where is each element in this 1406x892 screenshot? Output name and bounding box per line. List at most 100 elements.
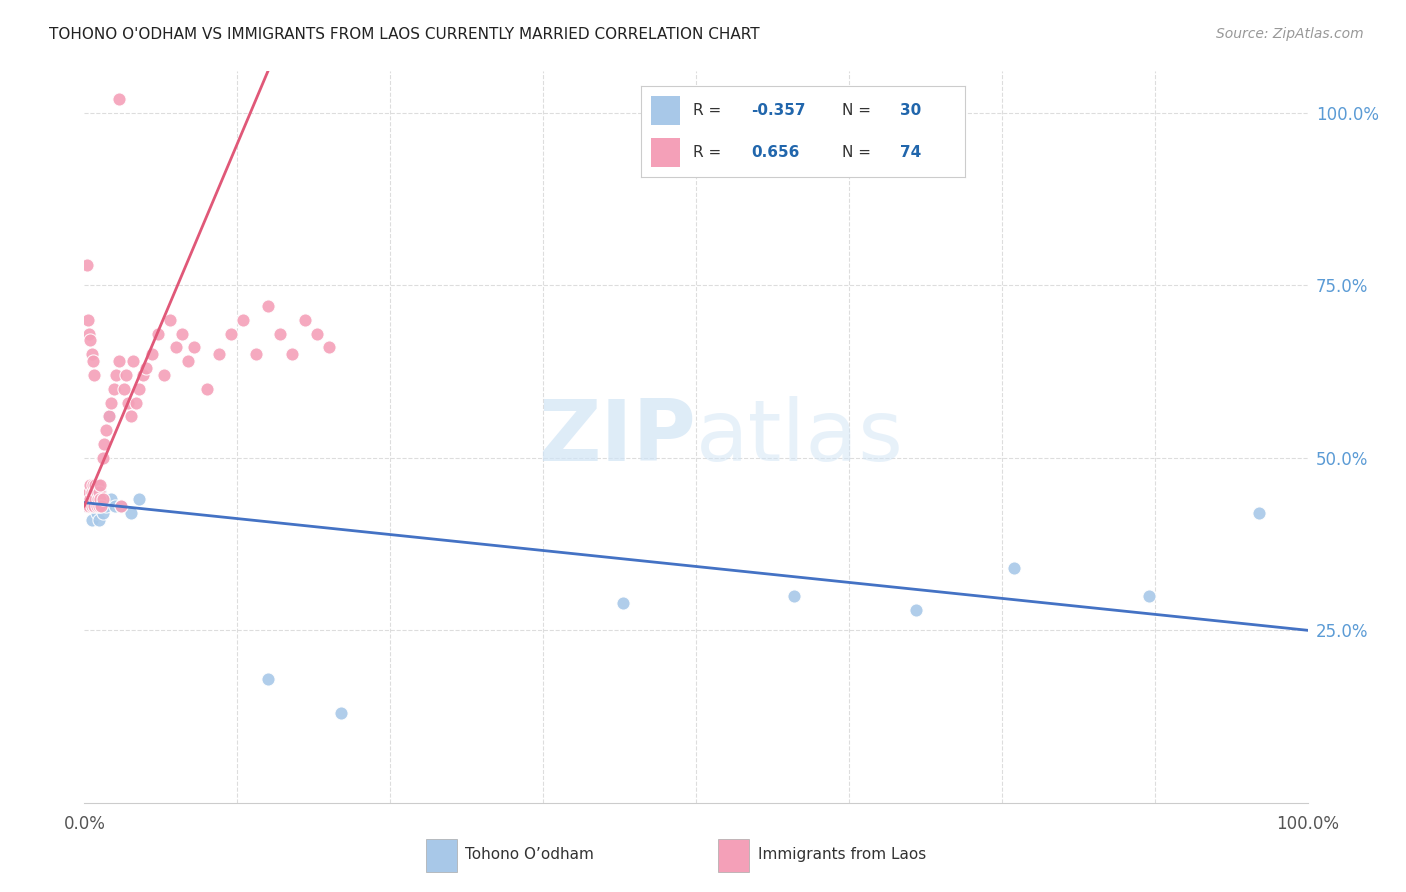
Point bbox=[1002, 561, 1025, 575]
Point bbox=[281, 347, 304, 361]
Point bbox=[82, 478, 104, 492]
Point bbox=[125, 395, 148, 409]
Point bbox=[120, 409, 142, 424]
Point bbox=[90, 499, 112, 513]
Point bbox=[86, 485, 108, 500]
Point bbox=[269, 326, 291, 341]
Point bbox=[87, 513, 110, 527]
Point bbox=[77, 499, 100, 513]
Point bbox=[100, 395, 122, 409]
Point bbox=[153, 368, 176, 382]
Point bbox=[783, 589, 806, 603]
Point bbox=[80, 513, 103, 527]
Point bbox=[87, 492, 110, 507]
Point bbox=[79, 492, 101, 507]
Point bbox=[87, 478, 110, 492]
Point bbox=[612, 596, 634, 610]
Point bbox=[93, 437, 115, 451]
Point bbox=[257, 672, 280, 686]
Point bbox=[86, 499, 108, 513]
Point bbox=[77, 485, 100, 500]
Point bbox=[89, 478, 111, 492]
Point bbox=[318, 340, 340, 354]
Point bbox=[87, 499, 110, 513]
Point bbox=[128, 492, 150, 507]
Point bbox=[82, 354, 104, 368]
Point bbox=[115, 368, 138, 382]
Point bbox=[141, 347, 163, 361]
Text: Source: ZipAtlas.com: Source: ZipAtlas.com bbox=[1216, 27, 1364, 41]
Point bbox=[87, 485, 110, 500]
Point bbox=[84, 492, 107, 507]
Point bbox=[104, 499, 127, 513]
Point bbox=[96, 423, 118, 437]
Point bbox=[76, 258, 98, 272]
Point bbox=[83, 492, 105, 507]
Point bbox=[1137, 589, 1160, 603]
Point bbox=[82, 485, 104, 500]
Point bbox=[172, 326, 194, 341]
Point bbox=[83, 368, 105, 382]
Point bbox=[76, 499, 98, 513]
Point bbox=[89, 485, 111, 500]
Point bbox=[93, 492, 115, 507]
Text: ZIP: ZIP bbox=[538, 395, 696, 479]
Point bbox=[77, 492, 100, 507]
Text: TOHONO O'ODHAM VS IMMIGRANTS FROM LAOS CURRENTLY MARRIED CORRELATION CHART: TOHONO O'ODHAM VS IMMIGRANTS FROM LAOS C… bbox=[49, 27, 759, 42]
Point bbox=[77, 492, 100, 507]
Point bbox=[90, 499, 112, 513]
Point bbox=[183, 340, 205, 354]
Point bbox=[83, 499, 105, 513]
Point bbox=[77, 492, 100, 507]
Point bbox=[294, 312, 316, 326]
Point bbox=[120, 506, 142, 520]
Point bbox=[905, 602, 928, 616]
Point bbox=[159, 312, 181, 326]
Point bbox=[146, 326, 169, 341]
Point bbox=[79, 334, 101, 348]
Point bbox=[330, 706, 353, 720]
Point bbox=[110, 499, 132, 513]
Text: atlas: atlas bbox=[696, 395, 904, 479]
Point bbox=[76, 499, 98, 513]
Point bbox=[257, 299, 280, 313]
Point bbox=[80, 499, 103, 513]
Point bbox=[86, 506, 108, 520]
Point bbox=[79, 478, 101, 492]
Point bbox=[208, 347, 231, 361]
Point bbox=[135, 361, 157, 376]
Point bbox=[89, 492, 111, 507]
Point bbox=[128, 382, 150, 396]
Point bbox=[91, 450, 114, 465]
Point bbox=[100, 492, 122, 507]
Point bbox=[83, 485, 105, 500]
Point bbox=[132, 368, 155, 382]
Point bbox=[91, 506, 114, 520]
Point bbox=[77, 326, 100, 341]
Point bbox=[84, 478, 107, 492]
Point bbox=[84, 499, 107, 513]
Point bbox=[97, 409, 120, 424]
Point bbox=[82, 492, 104, 507]
Point bbox=[122, 354, 145, 368]
Point bbox=[87, 492, 110, 507]
Point bbox=[107, 92, 129, 106]
Point bbox=[195, 382, 218, 396]
Point bbox=[79, 499, 101, 513]
Point bbox=[91, 492, 114, 507]
Point bbox=[80, 485, 103, 500]
Point bbox=[77, 312, 100, 326]
Point bbox=[96, 499, 118, 513]
Point bbox=[232, 312, 254, 326]
Point bbox=[110, 499, 132, 513]
Point bbox=[305, 326, 328, 341]
Point bbox=[245, 347, 267, 361]
Point bbox=[1247, 506, 1270, 520]
Point bbox=[103, 382, 125, 396]
Point bbox=[107, 354, 129, 368]
Point bbox=[97, 409, 120, 424]
Point bbox=[80, 347, 103, 361]
Point bbox=[165, 340, 187, 354]
Point bbox=[105, 368, 128, 382]
Point bbox=[219, 326, 242, 341]
